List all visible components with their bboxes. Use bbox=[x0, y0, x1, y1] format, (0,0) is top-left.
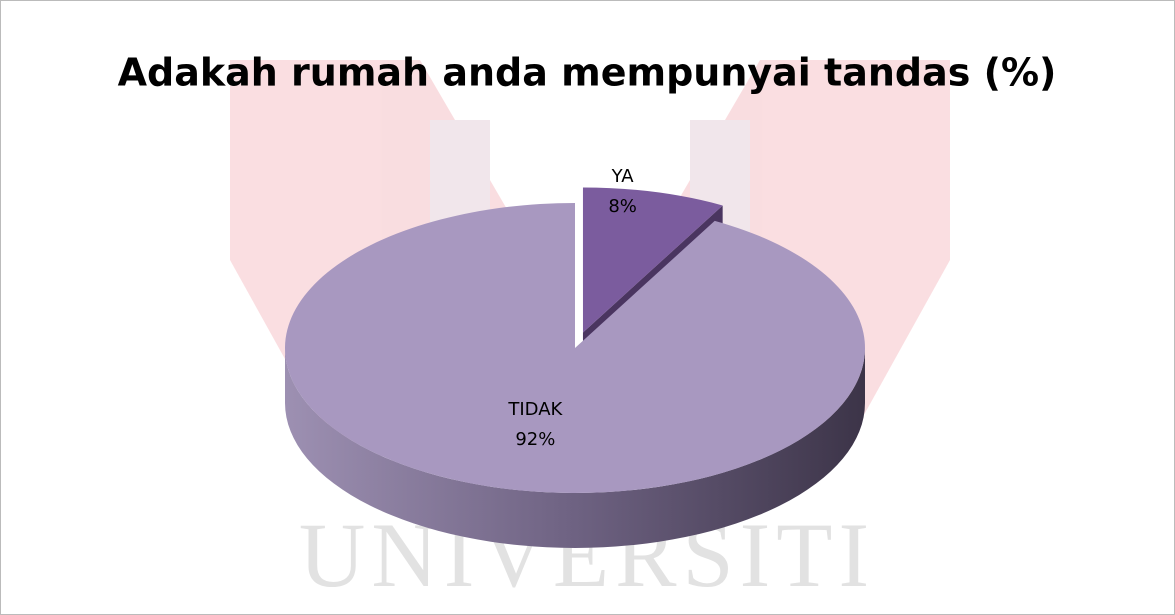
pie bbox=[284, 187, 865, 548]
slice-category-label: YA bbox=[611, 166, 635, 187]
slice-side bbox=[285, 348, 865, 548]
pie-slice bbox=[284, 203, 865, 493]
chart-title: Adakah rumah anda mempunyai tandas (%) bbox=[118, 51, 1057, 95]
slice-value-label: 8% bbox=[608, 196, 637, 217]
slice-category-label: TIDAK bbox=[507, 399, 563, 420]
pie-slice bbox=[582, 187, 723, 333]
slice-value-label: 92% bbox=[515, 429, 555, 450]
